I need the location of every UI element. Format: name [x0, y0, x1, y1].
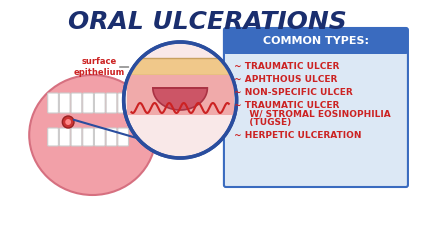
Text: ORAL ULCERATIONS: ORAL ULCERATIONS [68, 10, 347, 34]
FancyBboxPatch shape [83, 93, 93, 113]
Text: ~ APHTHOUS ULCER: ~ APHTHOUS ULCER [234, 75, 337, 84]
FancyBboxPatch shape [106, 93, 117, 113]
FancyBboxPatch shape [59, 128, 70, 146]
FancyBboxPatch shape [224, 28, 408, 187]
Text: (TUGSE): (TUGSE) [239, 118, 291, 127]
FancyBboxPatch shape [130, 93, 140, 113]
FancyBboxPatch shape [48, 93, 58, 113]
Text: W/ STROMAL EOSINOPHILIA: W/ STROMAL EOSINOPHILIA [239, 109, 390, 119]
Text: ~ TRAUMATIC ULCER: ~ TRAUMATIC ULCER [234, 101, 339, 110]
FancyBboxPatch shape [118, 93, 129, 113]
FancyBboxPatch shape [59, 93, 70, 113]
Polygon shape [127, 58, 234, 75]
Text: ~ TRAUMATIC ULCER: ~ TRAUMATIC ULCER [234, 62, 339, 71]
FancyBboxPatch shape [95, 128, 105, 146]
FancyBboxPatch shape [95, 93, 105, 113]
FancyBboxPatch shape [83, 128, 93, 146]
FancyBboxPatch shape [71, 128, 82, 146]
FancyBboxPatch shape [48, 128, 58, 146]
Circle shape [124, 42, 236, 158]
Polygon shape [153, 88, 207, 110]
FancyBboxPatch shape [71, 93, 82, 113]
Text: ~ HERPETIC ULCERATION: ~ HERPETIC ULCERATION [234, 131, 361, 139]
FancyBboxPatch shape [224, 28, 408, 54]
Circle shape [62, 116, 74, 128]
FancyBboxPatch shape [118, 128, 129, 146]
Text: ~ NON-SPECIFIC ULCER: ~ NON-SPECIFIC ULCER [234, 88, 352, 97]
Text: COMMON TYPES:: COMMON TYPES: [263, 36, 369, 46]
Ellipse shape [29, 75, 156, 195]
FancyBboxPatch shape [106, 128, 117, 146]
Circle shape [65, 119, 71, 125]
Polygon shape [127, 75, 234, 115]
Text: surface
epithelium: surface epithelium [74, 57, 125, 77]
